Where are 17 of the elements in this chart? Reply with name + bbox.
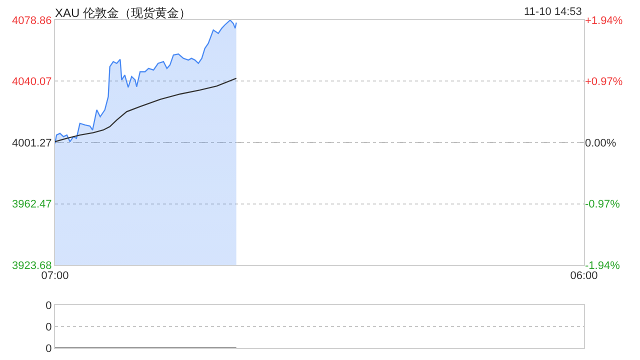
y2-tick-label: 0.00%	[585, 137, 616, 150]
text: 11-10 14:53	[524, 6, 582, 18]
y-tick-label: 4078.86	[12, 14, 52, 27]
y-tick-label: 4040.07	[12, 76, 52, 88]
y-tick-label: 0	[46, 342, 52, 355]
x-tick-label: 06:00	[570, 270, 598, 282]
y2-tick-label: +1.94%	[585, 14, 623, 27]
y2-tick-label: -0.97%	[585, 198, 620, 211]
y-tick-label: 3962.47	[12, 198, 52, 211]
y-tick-label: 0	[46, 321, 52, 334]
x-tick-label: 07:00	[41, 270, 69, 282]
y-tick-label: 4001.27	[12, 137, 52, 150]
y2-tick-label: +0.97%	[585, 76, 623, 88]
chart-title: XAU 伦敦金（现货黄金）	[55, 6, 192, 20]
y-tick-label: 0	[46, 300, 52, 312]
y2-tick-label: -1.94%	[585, 260, 620, 272]
y-tick-label: 3923.68	[12, 260, 52, 272]
